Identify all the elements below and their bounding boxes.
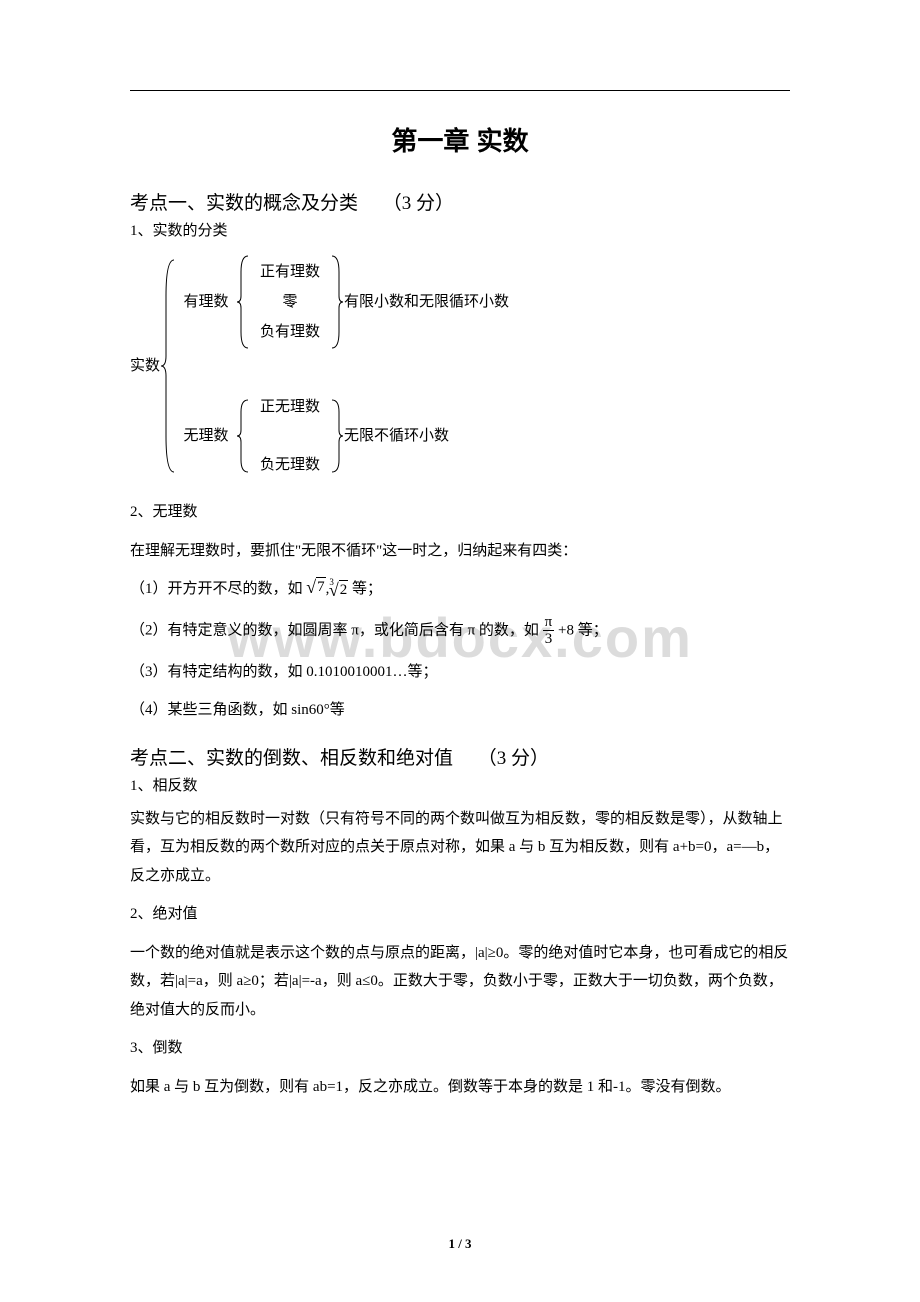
- branch2-suffix: 无限不循环小数: [344, 421, 449, 451]
- document-page: www.bdocx.com 第一章 实数 考点一、实数的概念及分类 （3 分） …: [0, 0, 920, 1302]
- branch2-label: 无理数: [176, 421, 236, 451]
- branch1-suffix: 有限小数和无限循环小数: [344, 287, 509, 317]
- section1-item1: 1、实数的分类: [130, 219, 790, 240]
- pi-over-3: π3: [543, 614, 555, 648]
- section2-heading-text: 考点二、实数的倒数、相反数和绝对值: [130, 748, 453, 769]
- p2-a: （1）开方开不尽的数，如: [130, 581, 303, 597]
- section2-item2: 2、绝对值: [130, 900, 790, 929]
- section2-item1: 1、相反数: [130, 774, 790, 795]
- section2-heading: 考点二、实数的倒数、相反数和绝对值 （3 分）: [130, 743, 790, 770]
- sqrt7: √7: [306, 577, 325, 596]
- section1-heading: 考点一、实数的概念及分类 （3 分）: [130, 188, 790, 215]
- diagram-root: 实数: [130, 351, 160, 381]
- section2-p1: 实数与它的相反数时一对数（只有符号不同的两个数叫做互为相反数，零的相反数是零），…: [130, 805, 790, 891]
- right-brace-icon: [330, 252, 344, 352]
- branch1-label: 有理数: [176, 287, 236, 317]
- branch1-child1: 零: [250, 287, 330, 317]
- section1-item2: 2、无理数: [130, 498, 790, 527]
- section2-score: （3 分）: [478, 748, 549, 769]
- section1-p4: （3）有特定结构的数，如 0.1010010001…等；: [130, 658, 790, 687]
- left-brace-icon: [236, 252, 250, 352]
- section2-p3: 如果 a 与 b 互为倒数，则有 ab=1，反之亦成立。倒数等于本身的数是 1 …: [130, 1073, 790, 1102]
- branch2-child1: 负无理数: [250, 450, 330, 480]
- p3-b: +8 等；: [558, 622, 608, 638]
- cbrt2: 3√2: [329, 580, 348, 599]
- p2-b: 等；: [352, 581, 382, 597]
- branch1-child0: 正有理数: [250, 257, 330, 287]
- section1-p5: （4）某些三角函数，如 sin60°等: [130, 696, 790, 725]
- section2-item3: 3、倒数: [130, 1034, 790, 1063]
- content-area: 第一章 实数 考点一、实数的概念及分类 （3 分） 1、实数的分类 实数 有理数: [130, 90, 790, 1101]
- section2-p2: 一个数的绝对值就是表示这个数的点与原点的距离，|a|≥0。零的绝对值时它本身，也…: [130, 939, 790, 1025]
- left-brace-icon: [160, 256, 176, 476]
- section1-p3: （2）有特定意义的数，如圆周率 π，或化简后含有 π 的数，如 π3 +8 等；: [130, 614, 790, 648]
- page-number: 1 / 3: [0, 1236, 920, 1252]
- section1-p1: 在理解无理数时，要抓住"无限不循环"这一时之，归纳起来有四类：: [130, 537, 790, 566]
- section1-heading-text: 考点一、实数的概念及分类: [130, 193, 358, 214]
- right-brace-icon: [330, 396, 344, 476]
- p3-a: （2）有特定意义的数，如圆周率 π，或化简后含有 π 的数，如: [130, 622, 539, 638]
- left-brace-icon: [236, 396, 250, 476]
- branch2-child0: 正无理数: [250, 392, 330, 422]
- section1-score: （3 分）: [383, 193, 454, 214]
- classification-diagram: 实数 有理数 正有理数 零 负有理数: [130, 252, 790, 480]
- branch1-child2: 负有理数: [250, 317, 330, 347]
- chapter-title: 第一章 实数: [130, 121, 790, 158]
- header-rule: [130, 90, 790, 91]
- section1-p2: （1）开方开不尽的数，如 √7,3√2 等；: [130, 575, 790, 604]
